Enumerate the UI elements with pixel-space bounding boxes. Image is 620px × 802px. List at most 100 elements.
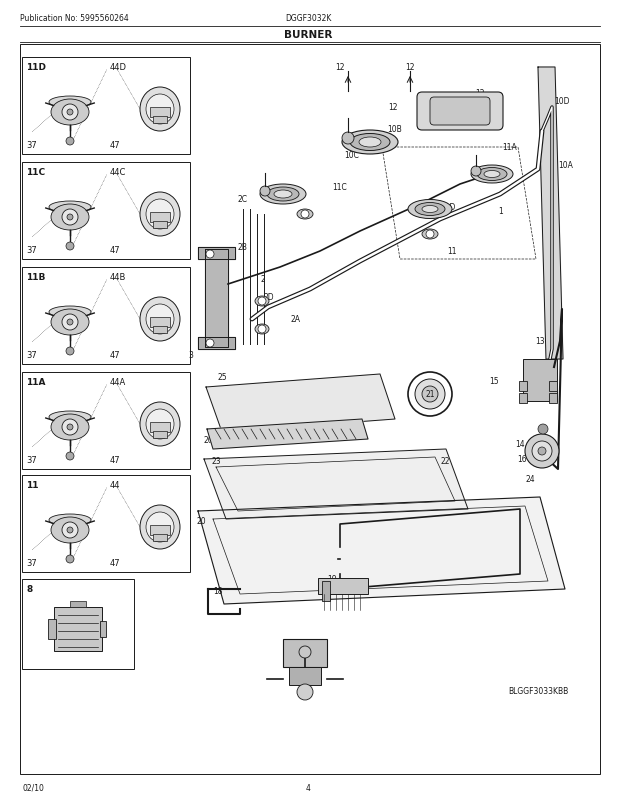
Text: 11C: 11C [26,168,45,176]
Bar [153,534,167,541]
Circle shape [206,339,214,347]
Ellipse shape [146,410,174,439]
Text: 11: 11 [447,247,457,256]
Text: 8: 8 [26,585,32,593]
Circle shape [67,215,73,221]
Text: 3: 3 [188,351,193,360]
Text: BURNER: BURNER [284,30,332,40]
Text: 11C: 11C [332,184,347,192]
Bar [153,221,167,229]
Text: 1: 1 [498,207,503,217]
Ellipse shape [49,97,91,109]
Circle shape [342,133,354,145]
Polygon shape [204,449,468,520]
Text: 11D: 11D [26,63,46,72]
Text: 24: 24 [525,475,535,484]
Text: 11A: 11A [26,378,45,387]
Polygon shape [198,497,565,604]
Bar [22,268,190,365]
Circle shape [67,528,73,533]
Text: 12: 12 [476,88,485,97]
Bar [549,382,557,391]
Ellipse shape [422,206,438,213]
Polygon shape [207,419,368,449]
Bar [22,373,190,469]
Circle shape [422,387,438,403]
Ellipse shape [51,100,89,126]
Circle shape [538,424,548,435]
Text: 44: 44 [110,480,120,489]
Polygon shape [538,68,563,359]
Bar [54,607,102,651]
Ellipse shape [260,184,306,205]
Ellipse shape [274,191,292,199]
Bar [318,578,368,594]
Bar [519,394,527,403]
Ellipse shape [255,325,269,334]
Text: 11: 11 [26,480,38,489]
Ellipse shape [342,131,398,155]
Circle shape [67,110,73,115]
Text: 12: 12 [405,63,415,72]
Ellipse shape [140,298,180,342]
Ellipse shape [140,403,180,447]
Text: 25: 25 [217,373,227,382]
Ellipse shape [51,205,89,231]
Circle shape [62,210,78,225]
Text: 2A: 2A [291,315,301,324]
Ellipse shape [49,202,91,214]
Text: 4: 4 [306,783,311,792]
Bar [322,581,330,602]
Circle shape [426,231,434,239]
FancyBboxPatch shape [417,93,503,131]
Text: DGGF3032K: DGGF3032K [285,14,331,23]
Ellipse shape [49,514,91,526]
Text: 16: 16 [517,455,527,464]
Text: 02/10: 02/10 [22,783,44,792]
Text: 20: 20 [196,516,206,526]
Circle shape [408,373,452,416]
Bar [153,431,167,439]
Circle shape [301,211,309,219]
Circle shape [258,326,266,334]
Bar [22,476,190,573]
Bar [150,525,170,535]
Circle shape [62,419,78,435]
Text: 44C: 44C [110,168,126,176]
Circle shape [415,379,445,410]
Text: 12: 12 [335,63,345,72]
Text: 47: 47 [110,558,121,567]
Ellipse shape [146,200,174,229]
Polygon shape [198,338,235,350]
Circle shape [67,424,73,431]
Circle shape [532,441,552,461]
Text: 2B: 2B [237,243,247,252]
Ellipse shape [350,134,390,152]
Bar [523,359,557,402]
Text: 17: 17 [287,646,297,656]
Polygon shape [205,249,228,347]
Text: 37: 37 [26,141,37,150]
Text: 11D: 11D [440,203,456,213]
Circle shape [62,105,78,121]
Circle shape [66,452,74,460]
Text: 11A: 11A [503,144,517,152]
Text: 10A: 10A [559,160,574,169]
Text: 11B: 11B [467,103,482,112]
Text: 47: 47 [110,350,121,359]
Text: 10B: 10B [388,125,402,134]
Circle shape [299,646,311,658]
Ellipse shape [140,88,180,132]
Text: 47: 47 [110,141,121,150]
Text: 23: 23 [211,457,221,466]
Text: 12: 12 [388,103,398,112]
Circle shape [66,138,74,146]
Ellipse shape [51,517,89,543]
Text: 11B: 11B [26,273,45,282]
Circle shape [62,314,78,330]
Ellipse shape [51,310,89,335]
Bar [22,58,190,155]
Ellipse shape [484,172,500,178]
Polygon shape [206,375,395,432]
Ellipse shape [140,505,180,549]
